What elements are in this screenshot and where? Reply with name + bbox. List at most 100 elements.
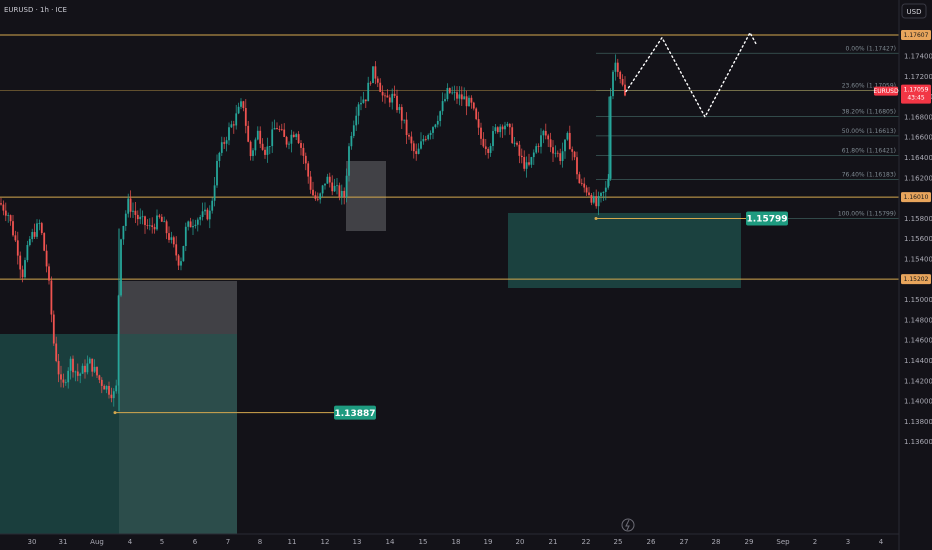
candle-body xyxy=(355,115,358,126)
candle-body xyxy=(477,119,480,128)
candle-body xyxy=(261,143,264,150)
candle-body xyxy=(98,375,101,380)
candle-body xyxy=(374,66,377,79)
candle-body xyxy=(484,146,487,150)
time-tick-label: 25 xyxy=(614,538,623,546)
time-tick-label: 8 xyxy=(258,538,262,546)
candle-body xyxy=(619,71,622,79)
candle-body xyxy=(513,142,516,144)
candle-body xyxy=(472,102,475,109)
candle-body xyxy=(376,78,379,83)
candle-body xyxy=(590,194,593,203)
fib-level-label: 23.60% (1.17059) xyxy=(842,83,896,90)
price-tick-label: 1.17400 xyxy=(904,53,932,61)
candle-body xyxy=(254,139,257,151)
candle-body xyxy=(84,365,86,373)
candle-body xyxy=(388,97,391,103)
time-tick-label: 7 xyxy=(226,538,230,546)
candle-body xyxy=(108,385,110,395)
candle-body xyxy=(204,209,206,212)
candle-body xyxy=(115,385,118,392)
candle-body xyxy=(33,232,36,237)
candle-body xyxy=(614,62,617,72)
price-axis[interactable]: 1.174001.172001.170001.168001.166001.164… xyxy=(873,0,932,550)
candle-body xyxy=(580,183,583,185)
candle-body xyxy=(487,149,490,153)
candle-body xyxy=(182,246,185,262)
candle-body xyxy=(74,371,77,373)
candle-body xyxy=(146,225,149,226)
candle-body xyxy=(549,139,552,148)
time-tick-label: 12 xyxy=(321,538,330,546)
candle-body xyxy=(199,216,202,220)
time-tick-label: 30 xyxy=(28,538,37,546)
candle-body xyxy=(398,107,401,111)
price-tick-label: 1.14600 xyxy=(904,337,932,345)
candle-body xyxy=(588,192,590,195)
marker-badge[interactable] xyxy=(746,211,788,226)
demand-zone-aug22 xyxy=(508,213,741,288)
candle-body xyxy=(436,120,439,125)
candle-body xyxy=(300,143,302,148)
candle-body xyxy=(223,142,226,144)
candle-body xyxy=(391,93,394,103)
candle-body xyxy=(554,152,557,154)
countdown-label: 43:45 xyxy=(907,95,924,102)
candle-body xyxy=(256,130,259,140)
candle-body xyxy=(55,343,58,362)
candle-body xyxy=(475,108,478,120)
candle-body xyxy=(451,92,454,94)
candle-body xyxy=(228,127,230,141)
candle-body xyxy=(600,192,602,196)
fib-level-label: 0.00% (1.17427) xyxy=(846,45,896,52)
candle-body xyxy=(72,358,74,373)
candle-body xyxy=(362,99,365,103)
candle-body xyxy=(40,223,43,234)
candle-body xyxy=(403,119,406,121)
candle-body xyxy=(19,255,22,270)
candle-body xyxy=(518,144,521,156)
candle-body xyxy=(609,96,612,179)
supply-zone-aug12 xyxy=(346,161,386,231)
candle-body xyxy=(151,225,154,227)
candle-body xyxy=(520,155,523,158)
candle-body xyxy=(511,127,514,143)
candle-body xyxy=(559,153,562,161)
lightning-icon[interactable] xyxy=(621,518,635,532)
time-tick-label: 15 xyxy=(419,538,428,546)
candle-body xyxy=(328,176,331,183)
candle-body xyxy=(144,216,146,226)
candle-body xyxy=(290,134,293,144)
candle-body xyxy=(57,361,60,375)
price-tick-label: 1.14800 xyxy=(904,316,932,324)
candle-body xyxy=(7,215,10,216)
symbol-title: EURUSD · 1h · ICE xyxy=(4,6,67,14)
candle-body xyxy=(2,204,5,211)
candle-body xyxy=(100,379,103,386)
projection-path[interactable] xyxy=(625,31,757,119)
candle-body xyxy=(21,269,24,278)
time-tick-label: 29 xyxy=(745,538,754,546)
time-axis[interactable]: 30 31 Aug 4 5 6 7 8 11 12 13 14 15 18 19 20 21 22 25 26 27 28… xyxy=(28,538,884,546)
candle-body xyxy=(566,132,569,140)
time-tick-label: 2 xyxy=(813,538,817,546)
candle-body xyxy=(168,233,170,240)
time-tick-label: 21 xyxy=(549,538,558,546)
candle-body xyxy=(180,261,182,266)
candle-body xyxy=(268,146,271,147)
candle-body xyxy=(516,142,518,145)
candle-body xyxy=(556,152,559,154)
candle-body xyxy=(417,148,420,154)
fib-level-label: 100.00% (1.15799) xyxy=(838,211,896,218)
key-level-tag-label: 1.16010 xyxy=(904,194,929,201)
candle-body xyxy=(127,198,130,214)
currency-button[interactable]: USD xyxy=(901,3,927,19)
candle-body xyxy=(297,134,300,144)
candle-body xyxy=(571,149,574,152)
marker-badge[interactable] xyxy=(334,405,376,420)
candle-body xyxy=(621,78,624,85)
candle-body xyxy=(273,128,276,130)
candle-body xyxy=(0,203,2,205)
candle-body xyxy=(595,196,598,207)
